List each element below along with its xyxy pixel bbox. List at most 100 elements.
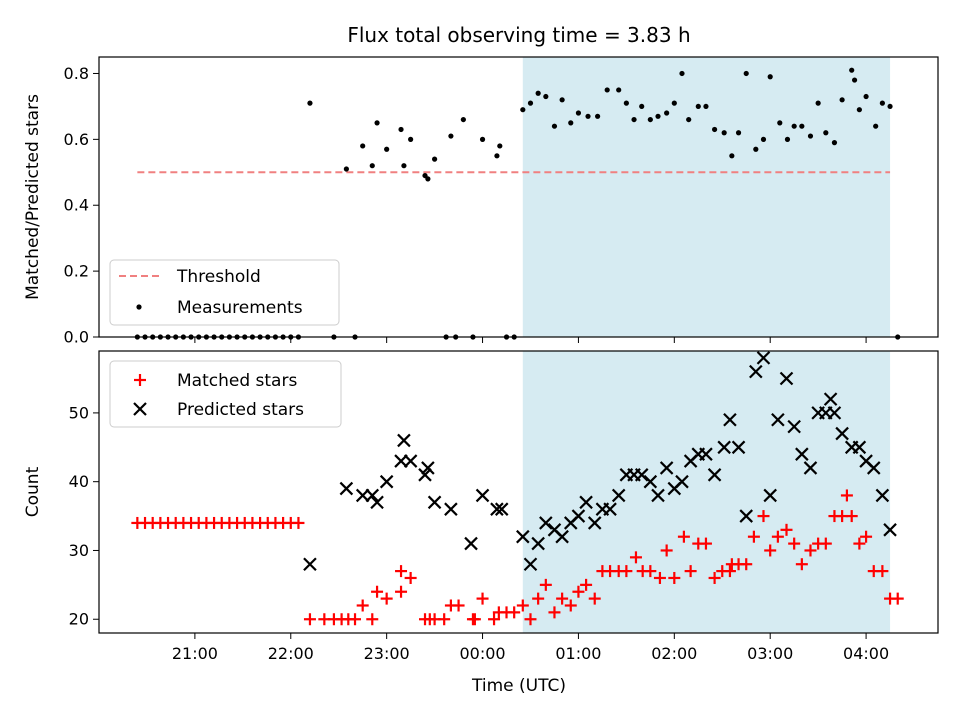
measurement-point [887, 103, 893, 110]
predicted-star-point [379, 474, 394, 489]
predicted-star-point [397, 433, 411, 448]
predicted-star-point [779, 371, 794, 386]
bot-ytick-label: 40 [69, 472, 89, 491]
matched-star-point [708, 571, 721, 584]
measurement-point [799, 123, 805, 129]
top-ytick-label: 0.2 [64, 262, 89, 281]
predicted-star-point [370, 495, 384, 510]
bottom-y-ticks: 20 30 40 50 [69, 403, 99, 629]
top-y-ticks: 0.0 0.2 0.4 0.6 0.8 [64, 64, 99, 347]
top-legend-box [109, 259, 340, 326]
matched-star-point [757, 510, 770, 523]
predicted-star-point [475, 488, 490, 503]
top-ytick-label: 0.8 [64, 64, 89, 83]
measurement-point [575, 110, 582, 116]
matched-star-point [860, 530, 873, 543]
measurement-point [616, 87, 622, 93]
matched-star-point [476, 592, 489, 605]
measurement-point [856, 107, 862, 113]
matched-star-point [771, 530, 784, 543]
predicted-star-point [603, 502, 617, 516]
measurement-point [760, 136, 767, 142]
matched-star-point [452, 599, 465, 612]
predicted-star-point [707, 468, 722, 482]
bot-ytick-label: 50 [69, 403, 89, 422]
x-axis-label: Time (UTC) [471, 676, 566, 696]
predicted-star-point [659, 461, 674, 475]
matched-star-point [356, 599, 369, 612]
matched-star-point [371, 585, 384, 598]
predicted-star-point [723, 413, 737, 427]
predicted-star-point [444, 502, 458, 516]
predicted-star-point [823, 392, 838, 406]
measurement-point [807, 133, 814, 139]
xtick-label: 21:00 [172, 644, 218, 663]
predicted-star-point [418, 468, 432, 482]
predicted-star-point [303, 557, 317, 571]
matched-star-point [539, 578, 552, 591]
top-axes-frame [98, 56, 939, 338]
predicted-star-point [852, 440, 867, 455]
measurement-point [791, 123, 797, 129]
top-x-ticks [194, 337, 867, 343]
measurement-point [815, 100, 821, 106]
legend-predicted-label: Predicted stars [177, 400, 304, 420]
matched-star-point [395, 565, 408, 578]
predicted-star-point [803, 461, 818, 475]
matched-star-point [788, 537, 801, 550]
measurement-point [535, 90, 541, 96]
predicted-stars-layer [303, 351, 897, 571]
measurement-point [432, 156, 438, 162]
matched-star-point [516, 599, 529, 612]
measurement-point [527, 100, 534, 106]
measurement-point [360, 143, 366, 149]
measurement-point [686, 116, 692, 123]
measurement-point [831, 140, 838, 146]
legend-measurements-swatch [136, 304, 142, 310]
measurement-point [849, 67, 855, 73]
top-y-axis-label: Matched/Predicted stars [23, 94, 43, 300]
matched-star-point [532, 592, 545, 605]
measurement-point [369, 163, 375, 169]
top-panel: 0.00.20.40.60.8 Matched/Predicted stars … [23, 56, 939, 347]
legend-matched-swatch [134, 374, 146, 386]
predicted-star-point [651, 488, 665, 503]
predicted-star-point [675, 474, 689, 489]
predicted-star-point [490, 502, 504, 516]
predicted-star-point [403, 454, 418, 468]
matched-star-point [488, 613, 501, 626]
measurement-point [839, 97, 845, 103]
predicted-star-point [523, 557, 538, 571]
matched-star-point [740, 558, 753, 571]
predicted-star-point [717, 440, 731, 455]
predicted-star-point [699, 447, 713, 461]
top-ytick-label: 0.0 [64, 328, 89, 347]
measurement-point [408, 136, 414, 142]
predicted-star-point [795, 447, 809, 461]
measurement-point [384, 146, 390, 152]
measurement-point [767, 74, 773, 80]
top-ytick-label: 0.6 [64, 130, 89, 149]
predicted-star-point [571, 509, 586, 523]
measurement-point [604, 87, 610, 93]
bottom-x-ticks: 21:00 22:00 23:00 00:00 01:00 02:00 03:00 04:00 [172, 633, 889, 663]
matched-star-point [508, 606, 521, 619]
measurement-point [655, 113, 661, 119]
measurement-point [639, 103, 645, 110]
predicted-star-point [365, 488, 380, 503]
predicted-star-point [421, 461, 435, 475]
predicted-star-point [339, 481, 354, 496]
matched-star-point [668, 571, 681, 584]
predicted-star-point [771, 413, 785, 427]
bottom-axes-frame [98, 350, 939, 634]
measurement-point [671, 100, 677, 106]
predicted-star-point [355, 488, 370, 503]
predicted-star-point [531, 536, 545, 551]
matched-star-point [804, 544, 817, 557]
measurement-point [647, 116, 653, 123]
bot-ytick-label: 30 [69, 541, 89, 560]
predicted-star-point [611, 488, 626, 503]
predicted-star-point [427, 495, 442, 510]
matched-star-point [677, 530, 690, 543]
